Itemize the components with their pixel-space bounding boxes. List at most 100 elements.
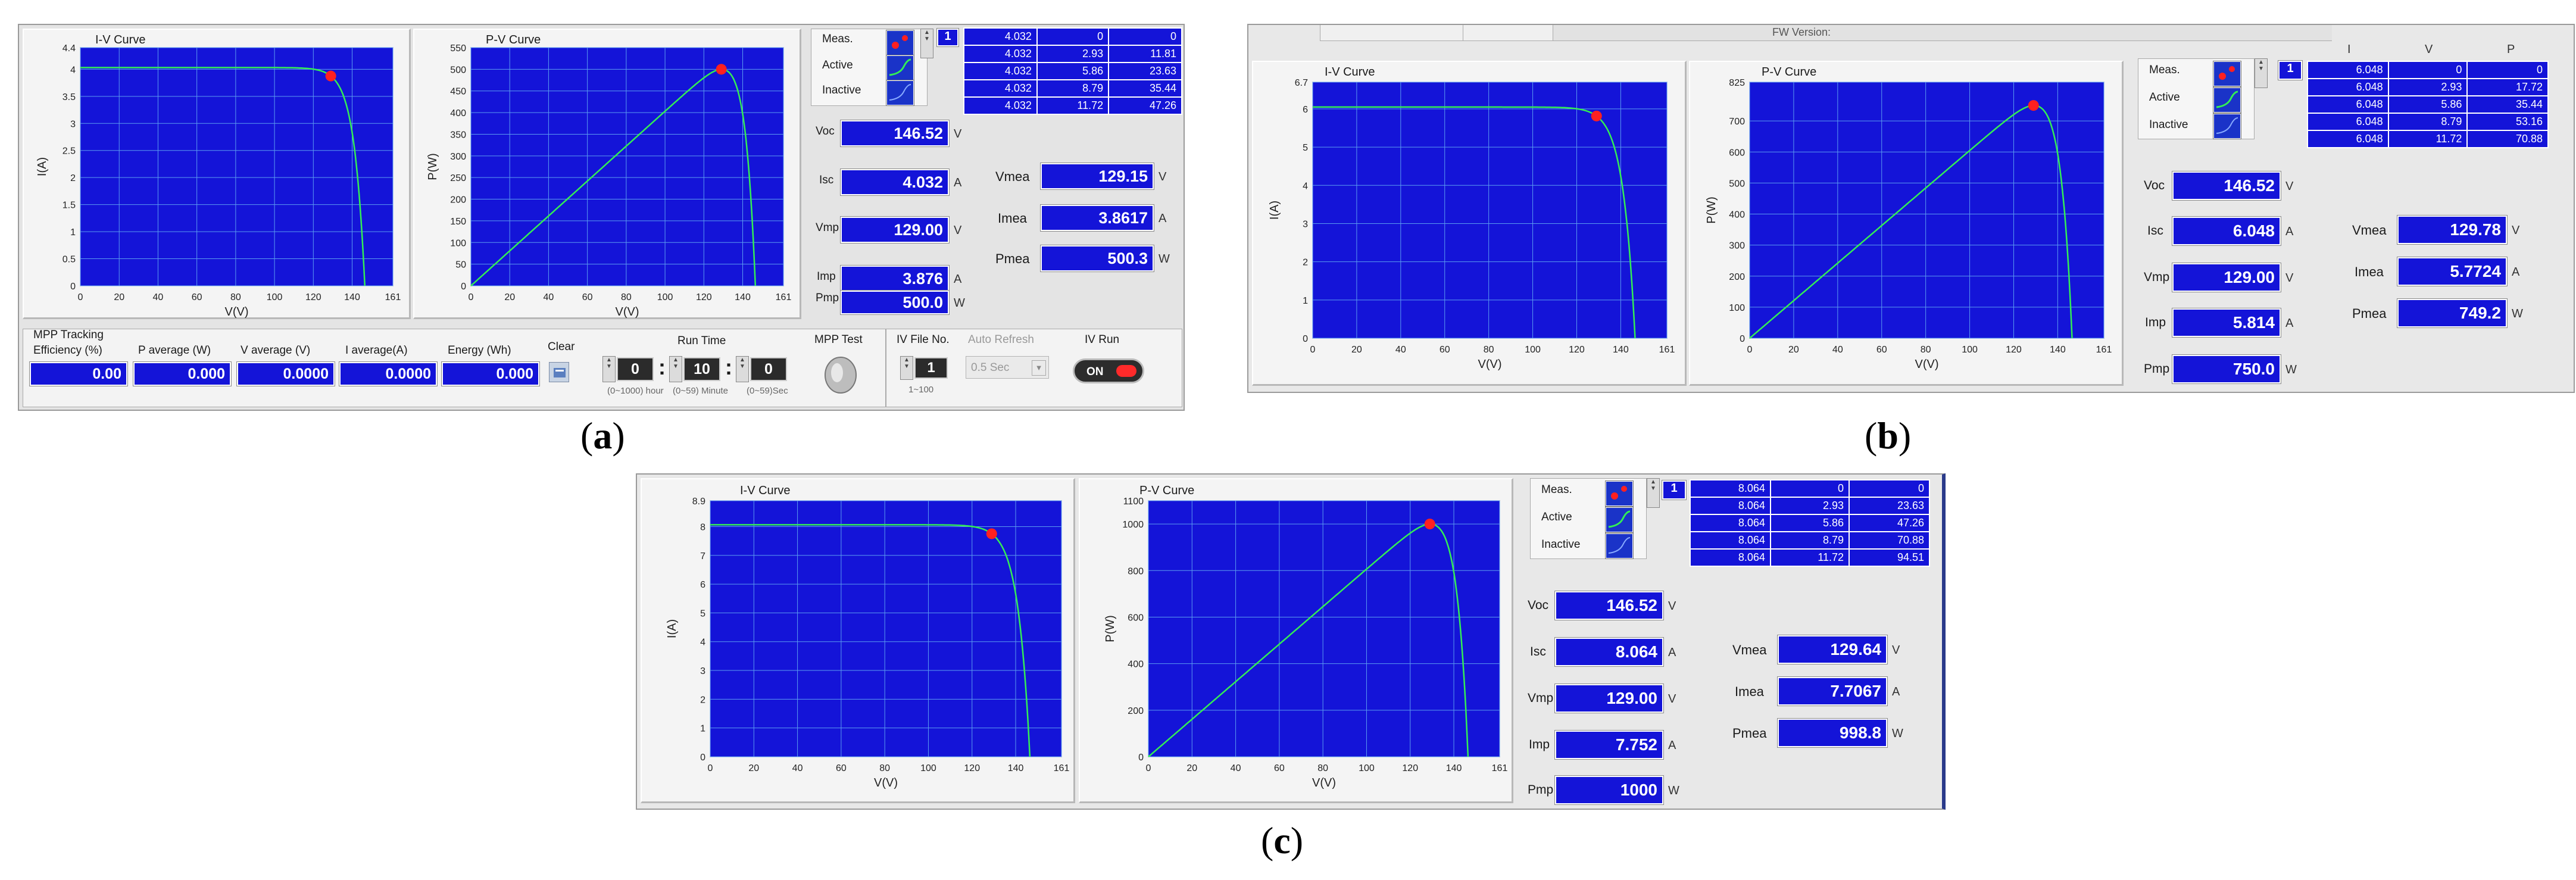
iv-run-toggle[interactable]: ON [1073,358,1144,383]
table-cell: 11.72 [1769,548,1850,567]
table-cell: 4.032 [963,62,1038,80]
legend-inactive-swatch[interactable] [2213,113,2241,139]
table-cell: 8.79 [1036,79,1110,98]
legend-index[interactable]: 1 [2278,60,2303,80]
legend-inactive-label: Inactive [1541,538,1581,551]
imea-label: Imea [1735,684,1764,699]
x-axis-label: V(V) [225,305,249,319]
legend-inactive-swatch[interactable] [886,80,914,106]
minute-spinner[interactable]: ▲ ▼ [669,356,682,382]
legend-meas-label: Meas. [1541,483,1572,496]
isc-label: Isc [819,174,834,186]
table-cell: 4.032 [963,79,1038,98]
x-tick-label: 60 [1440,345,1450,355]
iv-file-spinner[interactable]: ▲ ▼ [900,356,913,380]
y-tick-label: 1 [700,724,705,734]
vmea-value: 129.15 [1040,163,1154,190]
x-tick-label: 120 [964,763,980,773]
y-tick-label: 1000 [1122,520,1144,530]
imea-value: 3.8617 [1040,204,1154,232]
legend-active-swatch[interactable] [2213,87,2241,113]
y-tick-label: 8.9 [692,497,705,507]
legend-index[interactable]: 1 [936,28,959,47]
vmp-unit: V [1668,692,1676,706]
y-tick-label: 600 [1128,613,1144,623]
table-cell: 0 [2466,61,2549,79]
pmea-unit: W [1159,252,1170,266]
x-tick-label: 80 [621,292,632,302]
iv-chart-title: I-V Curve [740,484,791,497]
legend-meas-swatch[interactable] [1605,480,1634,507]
y-tick-label: 0 [1740,334,1745,344]
mpp-test-knob[interactable] [823,352,858,394]
x-axis-label: V(V) [1478,358,1502,371]
mpp-point [1424,519,1435,530]
y-tick-label: 7 [700,551,705,561]
legend-meas-swatch[interactable] [886,30,914,56]
voc-value: 146.52 [1554,591,1664,620]
vmea-label: Vmea [995,169,1030,184]
table-row: 4.032 5.86 23.63 [963,62,1182,80]
table-cell: 94.51 [1849,548,1930,567]
legend-scroll[interactable]: ▲ ▼ [920,29,933,58]
legend-active-swatch[interactable] [1605,507,1634,533]
auto-refresh-select[interactable]: 0.5 Sec ▼ [966,356,1049,379]
x-tick-label: 20 [1351,345,1362,355]
x-axis-label: V(V) [1312,776,1336,789]
header-v: V [2425,43,2433,56]
legend-index[interactable]: 1 [1662,480,1687,500]
hour-value[interactable]: 0 [617,357,654,381]
table-cell: 35.44 [2466,95,2549,114]
legend-scroll[interactable]: ▲ ▼ [1647,478,1660,508]
x-tick-label: 0 [469,292,474,302]
x-tick-label: 120 [1402,763,1418,773]
hour-spinner[interactable]: ▲ ▼ [602,356,616,382]
vmp-unit: V [2285,272,2294,285]
legend-scroll[interactable]: ▲ ▼ [2255,58,2268,88]
auto-refresh-value: 0.5 Sec [971,361,1010,374]
y-tick-label: 1100 [1123,497,1144,507]
pv-plot: 0 200 400 600 800 1000 1100 0 20 40 60 80 100 120 140 1… [1104,497,1507,789]
header-p: P [2507,43,2515,56]
table-row: 8.064 0 0 [1690,479,1930,498]
tab-1[interactable] [1320,25,1464,41]
table-cell: 53.16 [2466,113,2549,131]
x-tick-label: 40 [792,763,803,773]
sec-value[interactable]: 0 [750,357,787,381]
x-tick-label: 140 [735,292,751,302]
y-tick-label: 3.5 [63,92,76,102]
table-cell: 70.88 [2466,130,2549,148]
clear-button[interactable] [549,362,569,382]
y-tick-label: 4 [1303,181,1308,191]
table-cell: 5.86 [1036,62,1110,80]
table-cell: 6.048 [2307,113,2389,131]
pv-chart-b: P-V Curve 0 100 200 300 400 500 600 700 825 0 20 40… [1689,61,2124,386]
vmea-label: Vmea [1732,642,1767,657]
sec-spinner[interactable]: ▲ ▼ [736,356,749,382]
legend-active-swatch[interactable] [886,55,914,81]
table-cell: 4.032 [963,45,1038,63]
mpp-point [325,70,336,82]
v-average-value: 0.0000 [236,361,335,386]
pmp-label: Pmp [816,292,839,304]
x-tick-label: 140 [1446,763,1462,773]
legend-meas-label: Meas. [822,33,853,45]
y-axis-label: P(W) [1104,615,1117,642]
imp-unit: A [1668,739,1676,752]
y-tick-label: 1.5 [63,201,76,211]
x-tick-label: 161 [2096,345,2112,355]
y-axis-label: P(W) [426,153,439,180]
legend-inactive-swatch[interactable] [1605,533,1634,559]
voc-label: Voc [816,125,835,138]
auto-refresh-label: Auto Refresh [968,333,1034,346]
tab-strip: FW Version: [1320,25,2332,41]
legend-meas-swatch[interactable] [2213,61,2241,87]
header-i: I [2347,43,2351,56]
iv-file-no-value[interactable]: 1 [914,357,948,379]
iv-chart-c: I-V Curve 0 1 2 3 4 5 6 7 8 8.9 0 20 40 60 80 100 120 140… [641,478,1075,803]
y-tick-label: 4 [700,638,705,648]
tab-2[interactable] [1463,25,1553,41]
minute-value[interactable]: 10 [683,357,720,381]
mpp-point [1591,110,1602,121]
i-average-label: I average(A) [345,344,408,357]
